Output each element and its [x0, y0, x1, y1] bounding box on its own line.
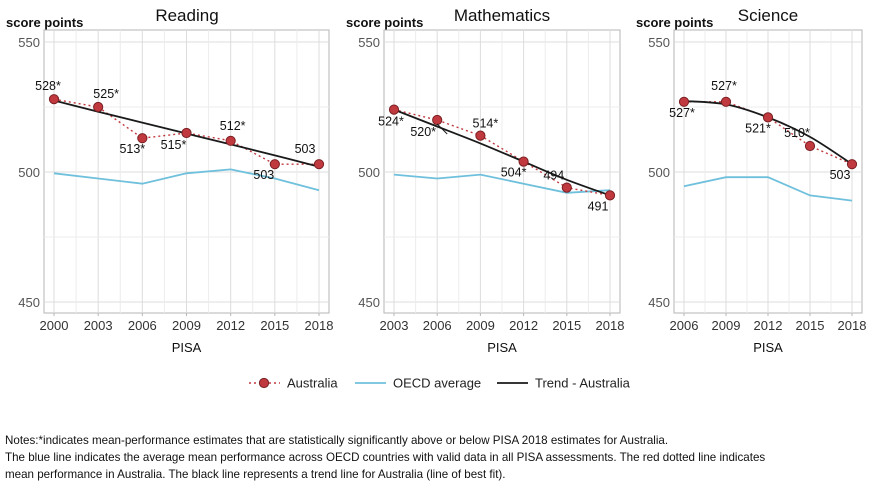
legend: Australia OECD average Trend - Australia — [249, 376, 631, 391]
mathematics-data-label-2003: 524* — [378, 115, 404, 129]
reading-data-label-2000: 528* — [35, 79, 61, 93]
mathematics-oecd-average-line — [393, 173, 611, 194]
science-ytick-label: 500 — [648, 165, 670, 180]
reading-ylabel: score points — [6, 15, 83, 30]
science-data-label-2009: 527* — [711, 79, 737, 93]
notes: Notes:*indicates mean-performance estima… — [5, 432, 885, 483]
science-ytick-label: 450 — [648, 295, 670, 310]
science-xtick-label: 2009 — [712, 318, 741, 333]
mathematics-australia-point-2018 — [604, 190, 616, 201]
mathematics-xlabel: PISA — [487, 340, 517, 355]
legend-trend-label: Trend - Australia — [535, 376, 631, 391]
science-australia-point-2012 — [762, 112, 774, 123]
reading-panel: 450 500 550 2000 2003 2006 2009 2012 2015 2018 Rea… — [6, 6, 333, 355]
mathematics-xtick-label: 2012 — [509, 318, 538, 333]
reading-data-label-2009: 515* — [161, 138, 187, 152]
science-xlabel: PISA — [753, 340, 783, 355]
science-data-label-2012: 521* — [745, 121, 771, 135]
reading-xtick-label: 2000 — [40, 318, 69, 333]
reading-oecd-average-line — [53, 168, 320, 192]
reading-ytick-label: 450 — [18, 295, 40, 310]
charts-area: 450 500 550 2000 2003 2006 2009 2012 2015 2018 Rea… — [6, 6, 866, 355]
notes-line-3: mean performance in Australia. The black… — [5, 468, 506, 481]
reading-australia-point-2000 — [48, 94, 60, 105]
mathematics-ytick-label: 450 — [358, 295, 380, 310]
reading-ytick-label: 500 — [18, 165, 40, 180]
reading-xtick-label: 2015 — [260, 318, 289, 333]
mathematics-panel: 450 500 550 2003 2006 2009 2012 2015 2018 Mathema… — [346, 6, 624, 355]
science-xtick-label: 2006 — [670, 318, 699, 333]
science-data-label-2018: 503 — [830, 168, 851, 182]
reading-australia-point-2009 — [181, 127, 192, 139]
mathematics-ylabel: score points — [346, 15, 423, 30]
reading-xtick-label: 2018 — [305, 318, 334, 333]
mathematics-trend-line — [393, 108, 611, 197]
reading-data-label-2018: 503 — [295, 142, 316, 156]
reading-data-label-2012: 512* — [220, 119, 246, 133]
science-xtick-label: 2012 — [754, 318, 783, 333]
mathematics-xtick-label: 2003 — [380, 318, 409, 333]
science-panel: 450 500 550 2006 2009 2012 2015 2018 Science scor… — [636, 6, 866, 355]
science-ytick-label: 550 — [648, 35, 670, 50]
mathematics-chart-title: Mathematics — [454, 6, 550, 25]
reading-australia-point-2015 — [269, 159, 280, 170]
science-chart-title: Science — [738, 6, 798, 25]
mathematics-xtick-label: 2006 — [423, 318, 452, 333]
mathematics-australia-point-2009 — [475, 130, 486, 141]
science-australia-point-2009 — [720, 96, 732, 107]
mathematics-xtick-label: 2018 — [596, 318, 625, 333]
reading-xtick-label: 2003 — [84, 318, 113, 333]
mathematics-xtick-label: 2015 — [552, 318, 581, 333]
notes-line-1: Notes:*indicates mean-performance estima… — [5, 434, 669, 447]
mathematics-xtick-label: 2009 — [466, 318, 495, 333]
reading-australia-point-2012 — [225, 135, 236, 146]
science-australia-point-2015 — [804, 140, 816, 152]
mathematics-label-leader — [436, 123, 448, 135]
legend-australia-label: Australia — [287, 376, 338, 391]
reading-data-label-2015: 503 — [253, 168, 274, 182]
science-xtick-label: 2018 — [838, 318, 867, 333]
mathematics-australia-line — [393, 108, 611, 197]
notes-line-2: The blue line indicates the average mean… — [5, 451, 766, 464]
science-xtick-label: 2015 — [796, 318, 825, 333]
reading-xtick-label: 2009 — [172, 318, 201, 333]
reading-chart-title: Reading — [155, 6, 218, 25]
mathematics-australia-point-2015 — [561, 182, 572, 193]
reading-ytick-label: 550 — [18, 35, 40, 50]
reading-xtick-label: 2012 — [216, 318, 245, 333]
science-australia-point-2018 — [846, 159, 858, 170]
science-ylabel: score points — [636, 15, 713, 30]
reading-xlabel: PISA — [172, 340, 202, 355]
mathematics-data-label-2009: 514* — [473, 117, 499, 131]
science-data-label-2015: 510* — [784, 126, 810, 140]
reading-xtick-label: 2006 — [128, 318, 157, 333]
mathematics-australia-point-2006 — [432, 114, 443, 126]
science-oecd-average-line — [683, 176, 853, 202]
mathematics-data-label-2012: 504* — [501, 166, 527, 180]
reading-australia-point-2006 — [137, 133, 148, 144]
reading-australia-point-2003 — [93, 101, 104, 113]
mathematics-australia-point-2003 — [388, 104, 400, 115]
science-data-label-2006: 527* — [669, 106, 695, 120]
mathematics-data-label-2015: 494 — [543, 169, 564, 183]
mathematics-data-label-2006: 520* — [410, 125, 436, 139]
legend-australia-swatch-marker — [258, 377, 270, 389]
science-australia-point-2006 — [678, 96, 690, 107]
mathematics-ytick-label: 500 — [358, 165, 380, 180]
mathematics-ytick-label: 550 — [358, 35, 380, 50]
legend-oecd-label: OECD average — [393, 376, 481, 391]
mathematics-australia-point-2012 — [518, 156, 529, 167]
reading-data-label-2006: 513* — [119, 142, 145, 156]
reading-australia-point-2018 — [313, 159, 325, 170]
mathematics-data-label-2018: 491 — [588, 199, 609, 213]
reading-data-label-2003: 525* — [93, 87, 119, 101]
